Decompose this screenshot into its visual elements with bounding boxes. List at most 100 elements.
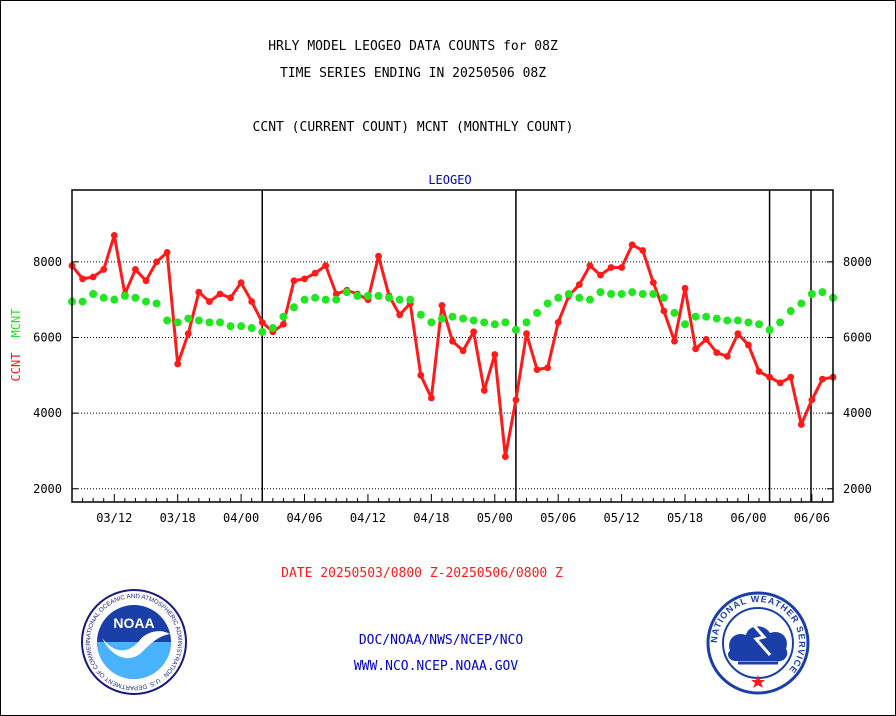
data-point-mcnt [522,318,531,327]
data-point-ccnt [523,330,530,338]
y-tick-label-right: 8000 [843,255,872,269]
y-tick-label-right: 2000 [843,482,872,496]
data-point-mcnt [543,299,552,308]
x-tick-label: 05/06 [540,511,576,525]
data-point-ccnt [89,273,97,281]
data-point-mcnt [776,318,785,327]
data-point-ccnt [512,396,520,404]
data-point-mcnt [78,297,87,306]
header-line-3: CCNT (CURRENT COUNT) MCNT (MONTHLY COUNT… [252,120,574,135]
data-point-ccnt [639,247,647,254]
data-point-mcnt [755,320,764,329]
data-point-ccnt [649,279,657,287]
data-point-ccnt [237,279,245,287]
data-point-mcnt [511,325,520,334]
data-point-ccnt [132,266,139,273]
data-point-mcnt [385,293,394,302]
x-tick-label: 05/18 [667,511,703,525]
x-tick-label: 04/00 [223,511,259,525]
x-tick-label: 06/00 [730,511,766,525]
data-point-ccnt [702,335,710,343]
data-point-mcnt [279,312,288,321]
data-point-ccnt [248,298,256,305]
website-link[interactable]: WWW.NCO.NCEP.NOAA.GOV [353,659,519,674]
data-point-mcnt [173,318,182,327]
data-point-mcnt [289,303,298,312]
data-point-mcnt [89,290,98,298]
data-point-mcnt [691,312,700,321]
data-point-mcnt [554,293,563,302]
data-point-mcnt [564,290,573,298]
data-point-ccnt [628,241,636,249]
data-point-mcnt [575,293,584,302]
data-point-mcnt [818,288,827,297]
series-line-ccnt [70,233,834,459]
data-point-ccnt [491,351,499,358]
data-point-mcnt [406,295,415,304]
data-point-mcnt [120,291,129,300]
data-point-ccnt [142,277,150,285]
data-point-mcnt [268,324,277,333]
data-point-mcnt [321,295,330,304]
y-tick-label-left: 4000 [33,406,62,420]
data-point-ccnt [533,366,541,374]
data-point-mcnt [765,325,774,334]
data-point-mcnt [448,312,457,321]
data-point-mcnt [205,318,214,327]
data-point-mcnt [607,290,616,298]
x-tick-label: 05/00 [477,511,513,525]
data-point-mcnt [374,291,383,300]
data-point-mcnt [300,295,309,304]
data-point-mcnt [702,312,711,321]
data-point-mcnt [427,318,436,327]
x-tick-label: 04/12 [350,511,386,525]
data-point-ccnt [153,258,160,266]
data-point-mcnt [617,290,626,298]
data-point-mcnt [131,293,140,302]
data-point-mcnt [342,288,351,297]
y-tick-label-right: 6000 [843,330,872,344]
data-point-ccnt [681,284,689,292]
data-point-mcnt [649,290,658,298]
data-point-mcnt [733,316,742,325]
data-point-ccnt [776,379,784,387]
data-point-ccnt [745,341,752,349]
data-point-mcnt [596,288,605,297]
y-tick-label-left: 2000 [33,482,62,496]
x-tick-label: 06/06 [794,511,830,525]
data-point-ccnt [819,375,826,383]
data-point-ccnt [797,421,805,428]
data-point-ccnt [671,337,678,345]
data-point-mcnt [163,316,172,325]
data-point-ccnt [290,277,298,285]
data-point-ccnt [100,266,108,273]
header-line-1: HRLY MODEL LEOGEO DATA COUNTS for 08Z [268,39,558,54]
data-point-ccnt [660,307,668,315]
x-tick-label: 03/12 [96,511,132,525]
data-point-ccnt [459,347,467,355]
data-point-ccnt [470,328,478,336]
data-point-ccnt [206,298,213,305]
data-point-mcnt [744,318,753,327]
data-point-mcnt [681,320,690,329]
data-point-mcnt [215,318,224,327]
data-point-ccnt [301,275,308,283]
data-point-ccnt [227,294,234,302]
data-point-ccnt [396,311,404,319]
data-point-mcnt [628,288,637,297]
data-point-ccnt [544,364,552,372]
y-axis-label-ccnt: CCNT [9,353,23,382]
org-path-link[interactable]: DOC/NOAA/NWS/NCEP/NCO [358,633,524,648]
data-point-ccnt [438,301,446,309]
data-point-mcnt [353,291,362,300]
data-point-mcnt [585,295,594,304]
date-range: DATE 20250503/0800 Z-20250506/0800 Z [281,566,563,581]
data-point-mcnt [332,295,341,304]
data-point-ccnt [195,288,203,296]
data-point-mcnt [533,308,542,317]
data-point-ccnt [554,318,562,326]
x-tick-label: 04/06 [286,511,322,525]
data-point-ccnt [575,281,583,288]
y-tick-label-right: 4000 [843,406,872,420]
